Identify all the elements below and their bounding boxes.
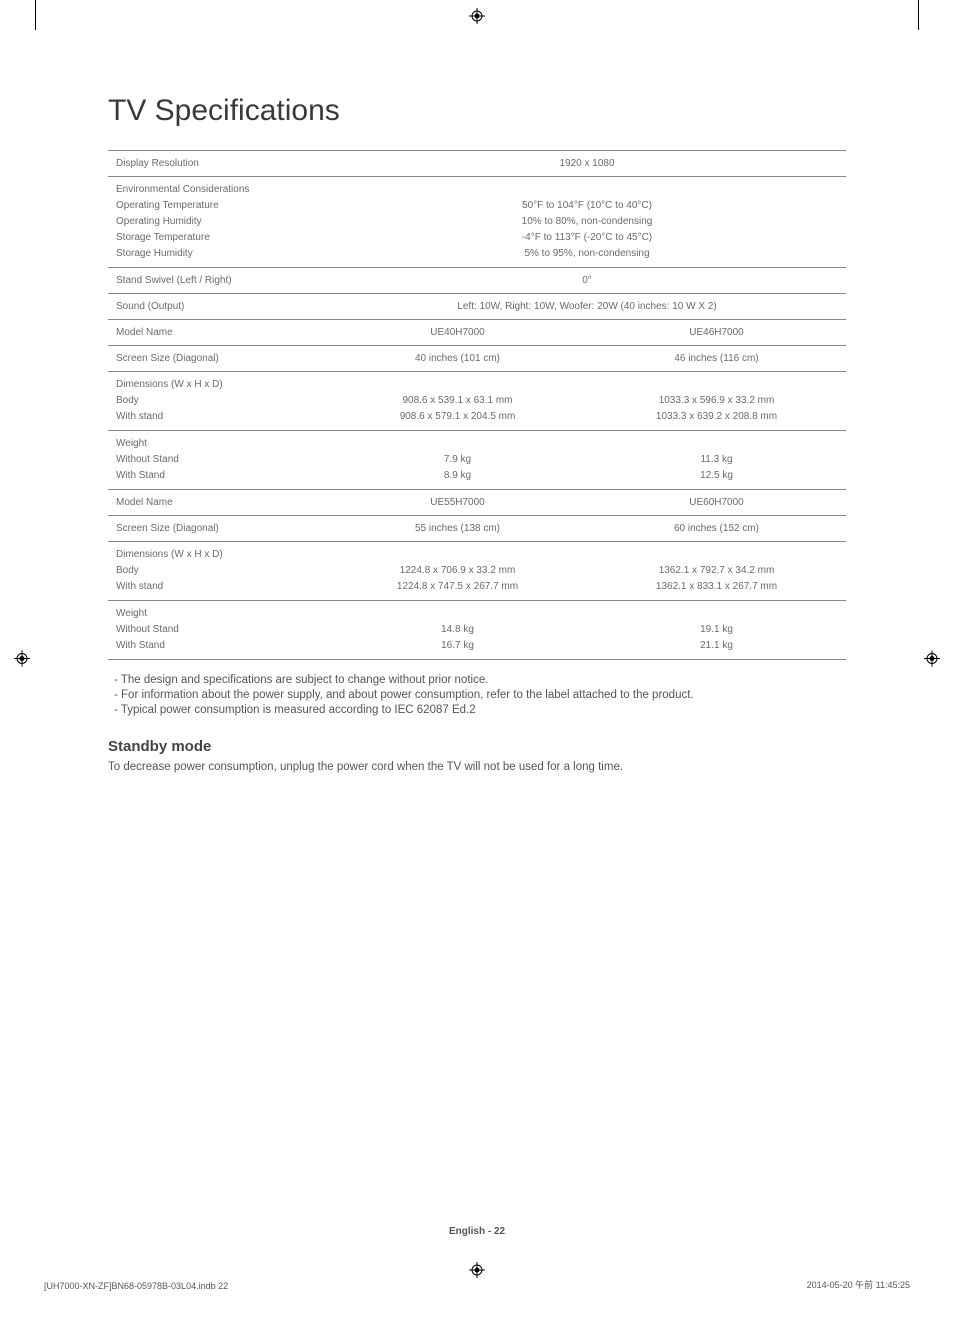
spec-label: Display Resolution xyxy=(108,151,328,177)
page-content: TV Specifications Display Resolution1920… xyxy=(108,94,846,773)
spec-label: Model Name xyxy=(108,320,328,346)
spec-value: 11.3 kg12.5 kg xyxy=(587,431,846,490)
spec-label: Model Name xyxy=(108,490,328,516)
note-item: Typical power consumption is measured ac… xyxy=(108,704,846,716)
registration-mark-icon xyxy=(469,1262,485,1283)
page-number: English - 22 xyxy=(449,1226,505,1237)
spec-value: UE60H7000 xyxy=(587,490,846,516)
registration-mark-icon xyxy=(469,8,485,29)
spec-value: UE40H7000 xyxy=(328,320,587,346)
table-row: Sound (Output)Left: 10W, Right: 10W, Woo… xyxy=(108,294,846,320)
footer-timestamp: 2014-05-20 午前 11:45:25 xyxy=(807,1278,910,1291)
specifications-table: Display Resolution1920 x 1080Environment… xyxy=(108,150,846,660)
note-item: The design and specifications are subjec… xyxy=(108,674,846,686)
spec-label: Environmental ConsiderationsOperating Te… xyxy=(108,177,328,268)
spec-label: WeightWithout StandWith Stand xyxy=(108,601,328,660)
spec-label: Sound (Output) xyxy=(108,294,328,320)
notes-list: The design and specifications are subjec… xyxy=(108,674,846,716)
spec-value: 1362.1 x 792.7 x 34.2 mm1362.1 x 833.1 x… xyxy=(587,542,846,601)
spec-label: Dimensions (W x H x D)BodyWith stand xyxy=(108,372,328,431)
spec-value: 60 inches (152 cm) xyxy=(587,516,846,542)
table-row: Dimensions (W x H x D)BodyWith stand908.… xyxy=(108,372,846,431)
registration-mark-icon xyxy=(924,650,940,671)
table-row: Display Resolution1920 x 1080 xyxy=(108,151,846,177)
spec-value: 1033.3 x 596.9 x 33.2 mm1033.3 x 639.2 x… xyxy=(587,372,846,431)
spec-label: Screen Size (Diagonal) xyxy=(108,346,328,372)
footer-filename: [UH7000-XN-ZF]BN68-05978B-03L04.indb 22 xyxy=(44,1281,228,1291)
spec-value: 14.8 kg16.7 kg xyxy=(328,601,587,660)
spec-value: Left: 10W, Right: 10W, Woofer: 20W (40 i… xyxy=(328,294,846,320)
table-row: Model NameUE55H7000UE60H7000 xyxy=(108,490,846,516)
page-title: TV Specifications xyxy=(108,94,846,128)
standby-heading: Standby mode xyxy=(108,738,846,755)
spec-value: UE46H7000 xyxy=(587,320,846,346)
table-row: Screen Size (Diagonal)40 inches (101 cm)… xyxy=(108,346,846,372)
spec-value: 55 inches (138 cm) xyxy=(328,516,587,542)
table-row: Dimensions (W x H x D)BodyWith stand1224… xyxy=(108,542,846,601)
spec-value: UE55H7000 xyxy=(328,490,587,516)
spec-value: 19.1 kg21.1 kg xyxy=(587,601,846,660)
spec-label: WeightWithout StandWith Stand xyxy=(108,431,328,490)
table-row: Environmental ConsiderationsOperating Te… xyxy=(108,177,846,268)
spec-value: 40 inches (101 cm) xyxy=(328,346,587,372)
table-row: Screen Size (Diagonal)55 inches (138 cm)… xyxy=(108,516,846,542)
spec-value: 50°F to 104°F (10°C to 40°C)10% to 80%, … xyxy=(328,177,846,268)
spec-value: 1920 x 1080 xyxy=(328,151,846,177)
note-item: For information about the power supply, … xyxy=(108,689,846,701)
spec-label: Stand Swivel (Left / Right) xyxy=(108,268,328,294)
spec-value: 46 inches (116 cm) xyxy=(587,346,846,372)
table-row: Stand Swivel (Left / Right)0° xyxy=(108,268,846,294)
spec-value: 908.6 x 539.1 x 63.1 mm908.6 x 579.1 x 2… xyxy=(328,372,587,431)
table-row: WeightWithout StandWith Stand14.8 kg16.7… xyxy=(108,601,846,660)
standby-text: To decrease power consumption, unplug th… xyxy=(108,761,846,773)
crop-mark xyxy=(35,0,36,30)
registration-mark-icon xyxy=(14,650,30,671)
spec-value: 0° xyxy=(328,268,846,294)
crop-mark xyxy=(918,0,919,30)
spec-label: Dimensions (W x H x D)BodyWith stand xyxy=(108,542,328,601)
spec-value: 1224.8 x 706.9 x 33.2 mm1224.8 x 747.5 x… xyxy=(328,542,587,601)
spec-label: Screen Size (Diagonal) xyxy=(108,516,328,542)
spec-value: 7.9 kg8.9 kg xyxy=(328,431,587,490)
table-row: WeightWithout StandWith Stand7.9 kg8.9 k… xyxy=(108,431,846,490)
table-row: Model NameUE40H7000UE46H7000 xyxy=(108,320,846,346)
